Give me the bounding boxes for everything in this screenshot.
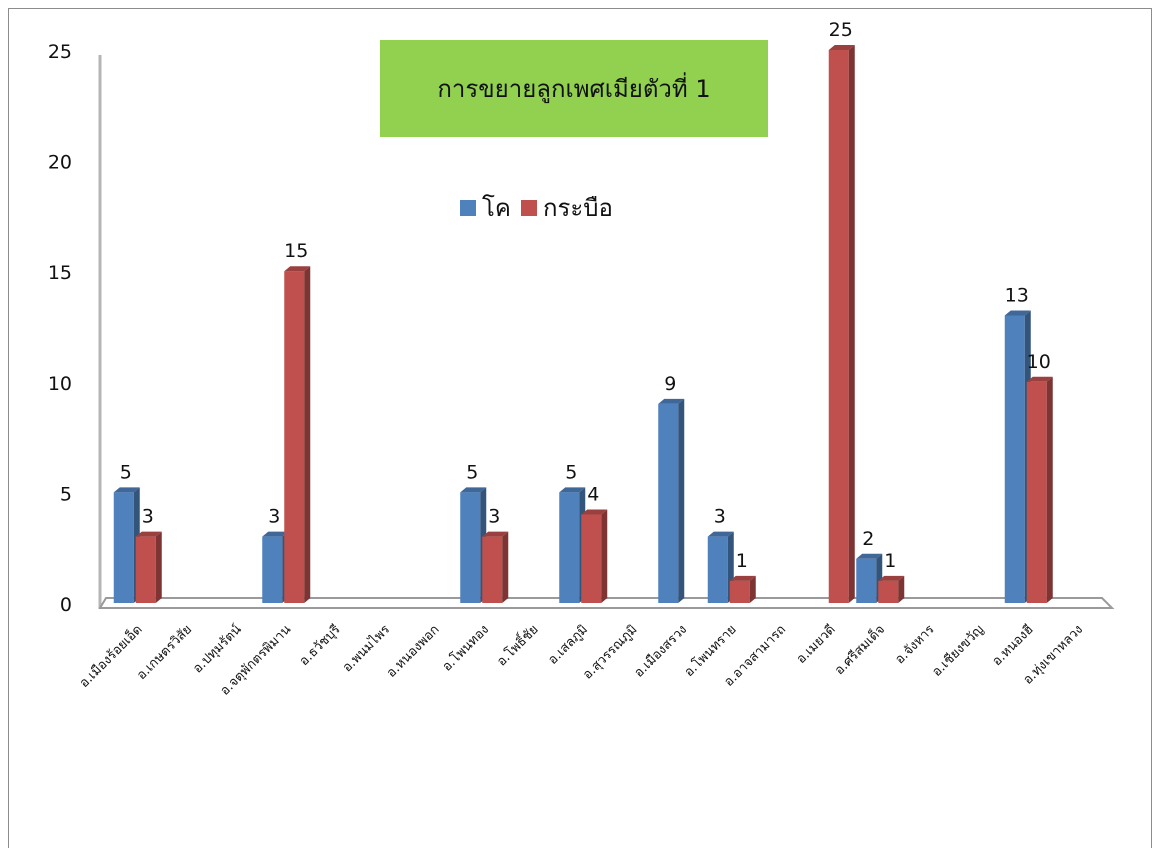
legend-label-buffalo: กระบือ xyxy=(542,194,613,222)
bar-top xyxy=(482,531,509,537)
x-tick-label: อ.ศรีสมเด็จ xyxy=(830,620,888,678)
x-tick-label: อ.จังหาร xyxy=(892,622,937,667)
legend-label-cattle: โค xyxy=(482,194,511,222)
x-tick-label: อ.เมืองสรวง xyxy=(631,622,690,681)
chart-frame xyxy=(8,8,1152,848)
bar-top xyxy=(856,553,883,559)
data-label: 3 xyxy=(714,506,726,528)
y-tick-label: 10 xyxy=(48,373,72,395)
data-label: 25 xyxy=(829,19,853,41)
bar-top xyxy=(135,531,162,537)
bar-top xyxy=(878,575,905,581)
bar-top xyxy=(1004,310,1031,316)
x-tick-label: อ.เสลภูมิ xyxy=(546,622,592,668)
bar-side xyxy=(848,45,855,603)
bar-front xyxy=(658,403,679,603)
x-tick-label: อ.หนองฮี xyxy=(989,622,1037,670)
bar-front xyxy=(284,271,305,603)
legend-swatch-cattle xyxy=(460,199,476,216)
bar-top xyxy=(581,509,608,515)
bar-front xyxy=(878,580,899,603)
data-label: 1 xyxy=(884,550,896,572)
bar-front xyxy=(559,492,580,603)
y-tick-label: 5 xyxy=(60,483,72,505)
legend-item-buffalo: กระบือ xyxy=(520,188,613,227)
bar-side xyxy=(601,509,608,603)
y-tick-label: 25 xyxy=(48,41,72,63)
bar-top xyxy=(113,487,140,493)
data-label: 15 xyxy=(284,240,308,262)
bar-side xyxy=(304,266,311,603)
bar-top xyxy=(729,575,756,581)
x-tick-label: อ.โพธิ์ชัย xyxy=(492,620,541,669)
bar-top xyxy=(460,487,487,493)
legend-swatch-buffalo xyxy=(520,199,537,216)
bar-front xyxy=(135,536,156,603)
bar-side xyxy=(502,531,509,603)
bar-front xyxy=(1026,381,1047,603)
x-tick-label: อ.เมืองร้อยเอ็ด xyxy=(75,620,146,691)
data-label: 3 xyxy=(488,506,500,528)
x-tick-label: อ.พนมไพร xyxy=(339,622,393,676)
y-tick-label: 20 xyxy=(48,152,72,174)
chart-title: การขยายลูกเพศเมียตัวที่ 1 xyxy=(437,75,711,103)
data-label: 13 xyxy=(1005,284,1029,306)
bar-front xyxy=(729,580,750,603)
legend: โค กระบือ xyxy=(460,188,613,227)
bar-front xyxy=(113,492,134,603)
bar-top xyxy=(658,398,685,404)
data-label: 9 xyxy=(664,373,676,395)
legend-item-cattle: โค xyxy=(460,188,511,227)
data-label: 5 xyxy=(565,461,577,483)
bar-top xyxy=(1026,376,1053,382)
bar-front xyxy=(856,558,877,603)
bar-front xyxy=(581,514,602,603)
data-label: 2 xyxy=(862,528,874,550)
bar-top xyxy=(559,487,586,493)
data-label: 5 xyxy=(466,461,478,483)
bar-side xyxy=(749,575,756,603)
bar-front xyxy=(460,492,481,603)
x-tick-label: อ.ธวัชบุรี xyxy=(296,622,344,670)
x-tick-label: อ.เชียงขวัญ xyxy=(929,622,987,680)
y-tick-label: 15 xyxy=(48,262,72,284)
bar-top xyxy=(262,531,289,537)
bar-side xyxy=(898,575,905,603)
x-tick-label: อ.โพนทอง xyxy=(439,622,492,675)
data-label: 5 xyxy=(120,461,132,483)
x-tick-label: อ.หนองพอก xyxy=(384,622,443,681)
bar-top xyxy=(284,266,311,272)
data-label: 3 xyxy=(142,506,154,528)
y-tick-label: 0 xyxy=(60,594,72,616)
bar-front xyxy=(482,536,503,603)
floor xyxy=(98,597,1115,609)
data-label: 10 xyxy=(1027,351,1051,373)
bar-front xyxy=(262,536,283,603)
bar-front xyxy=(1004,315,1025,603)
bar-side xyxy=(1046,376,1053,603)
bar-top xyxy=(707,531,734,537)
chart-title-box: การขยายลูกเพศเมียตัวที่ 1 xyxy=(380,40,768,137)
bar-side xyxy=(155,531,162,603)
data-label: 4 xyxy=(587,484,599,506)
bar-front xyxy=(828,50,849,603)
bar-front xyxy=(707,536,728,603)
data-label: 1 xyxy=(736,550,748,572)
bar-side xyxy=(678,398,685,603)
x-tick-label: อ.เมยวดี xyxy=(793,622,838,667)
data-label: 3 xyxy=(268,506,280,528)
bar-top xyxy=(828,45,855,50)
